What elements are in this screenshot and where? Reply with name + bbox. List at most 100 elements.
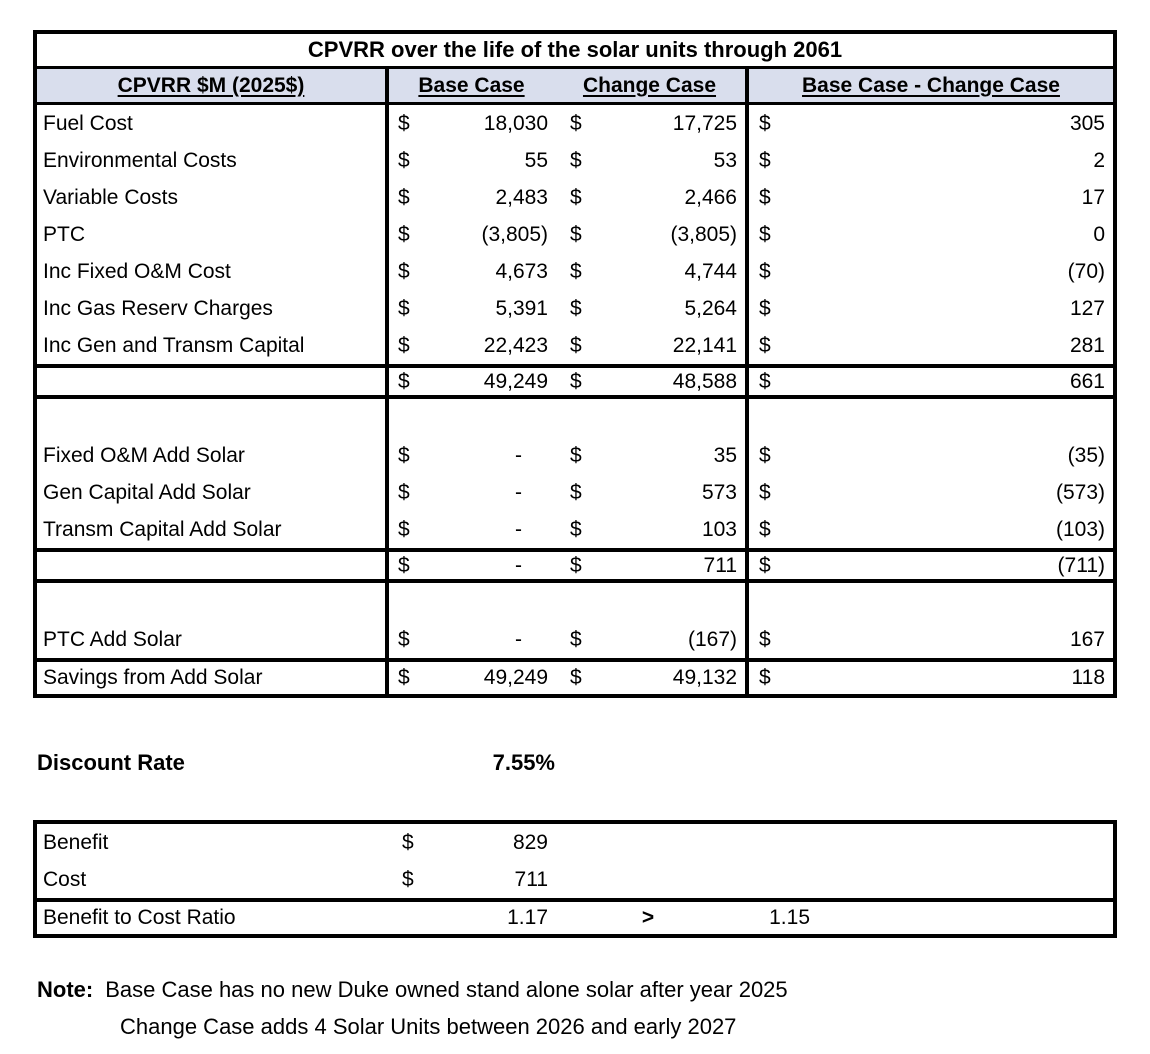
- benefit-row: Benefit $ 829: [37, 824, 1113, 861]
- table-header-row: CPVRR $M (2025$) Base Case Change Case B…: [37, 69, 1113, 105]
- values-cell: $55 $53: [389, 142, 749, 179]
- base-currency-symbol: $: [398, 666, 410, 689]
- values-cell: $49,249 $49,132: [389, 662, 749, 694]
- column-header-difference: Base Case - Change Case: [802, 73, 1060, 97]
- table-section-ptc-add-solar: PTC Add Solar $ - $ (167) $167: [37, 583, 1113, 658]
- ratio-value: 1.17: [507, 906, 548, 929]
- cost-currency-symbol: $: [402, 867, 414, 891]
- values-cell: $2,483 $2,466: [389, 179, 749, 216]
- base-currency-symbol: $: [398, 443, 410, 467]
- change-value: 573: [701, 480, 737, 504]
- table-row: Fuel Cost $18,030 $17,725 $305: [37, 105, 1113, 142]
- base-currency-symbol: $: [398, 627, 410, 651]
- column-header-cases: Base Case Change Case: [389, 69, 749, 102]
- change-value: 22,141: [672, 333, 737, 357]
- change-currency-symbol: $: [570, 553, 582, 577]
- change-currency-symbol: $: [570, 666, 582, 689]
- base-value: -: [515, 443, 522, 467]
- values-cell: $ - $ (167): [389, 621, 749, 658]
- change-value: 4,744: [684, 259, 737, 283]
- spacer-row: [37, 399, 1113, 437]
- change-value: 5,264: [684, 296, 737, 320]
- note-block: Note: Base Case has no new Duke owned st…: [37, 976, 788, 1041]
- table-row: Variable Costs $2,483 $2,466 $17: [37, 179, 1113, 216]
- diff-cell: $281: [749, 327, 1113, 364]
- subtotal-row-costs: $49,249 $48,588 $661: [37, 364, 1113, 399]
- diff-cell: $0: [749, 216, 1113, 253]
- table-row: Inc Gas Reserv Charges $5,391 $5,264 $12…: [37, 290, 1113, 327]
- cost-label: Cost: [43, 867, 87, 891]
- row-label: Gen Capital Add Solar: [37, 474, 389, 511]
- diff-currency-symbol: $: [759, 111, 771, 135]
- table-title: CPVRR over the life of the solar units t…: [37, 34, 1113, 69]
- diff-cell: $127: [749, 290, 1113, 327]
- diff-currency-symbol: $: [759, 259, 771, 283]
- base-currency-symbol: $: [398, 148, 410, 172]
- base-currency-symbol: $: [398, 222, 410, 246]
- row-label: Variable Costs: [37, 179, 389, 216]
- discount-rate-value: 7.55%: [492, 750, 555, 775]
- diff-cell: $167: [749, 621, 1113, 658]
- values-cell: $ - $711: [389, 552, 749, 579]
- base-currency-symbol: $: [398, 259, 410, 283]
- base-value: 5,391: [495, 296, 548, 320]
- row-label: PTC: [37, 216, 389, 253]
- base-currency-symbol: $: [398, 480, 410, 504]
- values-cell: $22,423 $22,141: [389, 327, 749, 364]
- row-label: Savings from Add Solar: [37, 662, 389, 694]
- base-currency-symbol: $: [398, 296, 410, 320]
- diff-cell: $2: [749, 142, 1113, 179]
- table-row: PTC $ (3,805) $ (3,805) $0: [37, 216, 1113, 253]
- change-value: 2,466: [684, 185, 737, 209]
- change-currency-symbol: $: [570, 185, 582, 209]
- diff-value: (573): [1055, 480, 1105, 504]
- diff-cell: $305: [749, 105, 1113, 142]
- diff-cell: $ (573): [749, 474, 1113, 511]
- change-currency-symbol: $: [570, 480, 582, 504]
- diff-value: (35): [1067, 443, 1105, 467]
- base-currency-symbol: $: [398, 517, 410, 541]
- benefit-cost-ratio-row: Benefit to Cost Ratio 1.17 > 1.15: [37, 898, 1113, 934]
- diff-cell: $ (35): [749, 437, 1113, 474]
- change-currency-symbol: $: [570, 369, 582, 393]
- row-label: Environmental Costs: [37, 142, 389, 179]
- table-row: Environmental Costs $55 $53 $2: [37, 142, 1113, 179]
- change-currency-symbol: $: [570, 443, 582, 467]
- cost-value: 711: [514, 867, 548, 891]
- benefit-value: 829: [512, 830, 548, 854]
- row-label: Transm Capital Add Solar: [37, 511, 389, 548]
- values-cell: $5,391 $5,264: [389, 290, 749, 327]
- change-currency-symbol: $: [570, 627, 582, 651]
- note-text-line2: Change Case adds 4 Solar Units between 2…: [120, 1014, 737, 1039]
- change-value: 49,132: [672, 666, 737, 689]
- diff-cell: $ (70): [749, 253, 1113, 290]
- diff-cell: $ (711): [749, 552, 1113, 579]
- note-text-line1: Base Case has no new Duke owned stand al…: [105, 977, 788, 1002]
- diff-value: 661: [1069, 369, 1105, 393]
- ratio-label: Benefit to Cost Ratio: [43, 906, 236, 929]
- change-value: 35: [713, 443, 737, 467]
- diff-currency-symbol: $: [759, 480, 771, 504]
- base-value: 4,673: [495, 259, 548, 283]
- base-value: 18,030: [483, 111, 548, 135]
- diff-value: 305: [1069, 111, 1105, 135]
- base-value: -: [515, 517, 522, 541]
- diff-value: 118: [1071, 666, 1105, 689]
- table-row: Gen Capital Add Solar $ - $573 $ (573): [37, 474, 1113, 511]
- base-value: 49,249: [483, 666, 548, 689]
- values-cell: $4,673 $4,744: [389, 253, 749, 290]
- note-label: Note:: [37, 977, 94, 1002]
- row-label: Inc Gen and Transm Capital: [37, 327, 389, 364]
- base-value: -: [515, 553, 522, 577]
- base-value: -: [515, 480, 522, 504]
- benefit-cost-box: Benefit $ 829 Cost $ 711 Benefit to Cost…: [33, 820, 1117, 938]
- values-cell: $ (3,805) $ (3,805): [389, 216, 749, 253]
- values-cell: $49,249 $48,588: [389, 368, 749, 395]
- ratio-threshold-value: 1.15: [769, 906, 810, 929]
- benefit-label: Benefit: [43, 830, 109, 854]
- table-row: Transm Capital Add Solar $ - $103 $ (103): [37, 511, 1113, 548]
- row-label: [37, 552, 389, 579]
- discount-rate-row: Discount Rate 7.55%: [37, 750, 555, 776]
- base-value: (3,805): [481, 222, 548, 246]
- diff-value: (103): [1055, 517, 1105, 541]
